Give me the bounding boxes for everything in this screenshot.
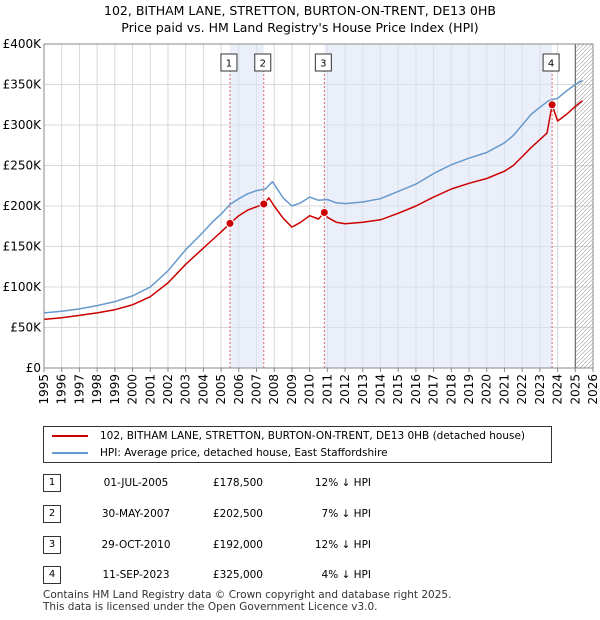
y-tick-label: £350K bbox=[3, 78, 43, 92]
x-tick-label: 2002 bbox=[161, 374, 175, 405]
transaction-row: 2 30-MAY-2007 £202,500 7% ↓ HPI bbox=[43, 505, 483, 523]
chart-title: 102, BITHAM LANE, STRETTON, BURTON-ON-TR… bbox=[104, 3, 496, 18]
x-tick-label: 1998 bbox=[90, 374, 104, 405]
x-tick-label: 2015 bbox=[391, 374, 405, 405]
transaction-date: 11-SEP-2023 bbox=[102, 569, 170, 581]
chart-title-block: 102, BITHAM LANE, STRETTON, BURTON-ON-TR… bbox=[0, 2, 600, 36]
x-tick-label: 2025 bbox=[568, 374, 582, 405]
x-tick-label: 2022 bbox=[515, 374, 529, 405]
transaction-number: 3 bbox=[43, 536, 61, 554]
x-tick-label: 2004 bbox=[196, 374, 210, 405]
x-tick-label: 2017 bbox=[427, 374, 441, 405]
future-hatch bbox=[575, 44, 593, 368]
x-tick-label: 2006 bbox=[232, 374, 246, 405]
x-tick-label: 2013 bbox=[356, 374, 370, 405]
legend: 102, BITHAM LANE, STRETTON, BURTON-ON-TR… bbox=[43, 426, 552, 463]
footer: Contains HM Land Registry data © Crown c… bbox=[43, 589, 451, 613]
x-tick-label: 2026 bbox=[586, 374, 600, 405]
x-tick-label: 2014 bbox=[373, 374, 387, 405]
x-tick-label: 2019 bbox=[462, 374, 476, 405]
x-tick-label: 2024 bbox=[551, 374, 565, 405]
x-tick-label: 1997 bbox=[72, 374, 86, 405]
price-chart: 1 2 3 4 £0 £50K £100K £150K £200K £250K £300K £350… bbox=[3, 37, 600, 405]
y-tick-label: £0 bbox=[26, 361, 41, 375]
x-tick-label: 2001 bbox=[143, 374, 157, 405]
y-tick-label: £400K bbox=[3, 37, 43, 51]
transaction-date: 29-OCT-2010 bbox=[101, 539, 171, 551]
transaction-row: 3 29-OCT-2010 £192,000 12% ↓ HPI bbox=[43, 536, 483, 554]
transaction-price: £325,000 bbox=[212, 569, 263, 581]
transaction-hpi: 7% ↓ HPI bbox=[321, 508, 371, 520]
x-tick-label: 2009 bbox=[285, 374, 299, 405]
transaction-row: 1 01-JUL-2005 £178,500 12% ↓ HPI bbox=[43, 474, 483, 492]
x-tick-label: 2018 bbox=[444, 374, 458, 405]
sale-label: 1 bbox=[226, 59, 232, 70]
transaction-price: £202,500 bbox=[212, 508, 263, 520]
transaction-number: 1 bbox=[43, 474, 61, 492]
transaction-price: £192,000 bbox=[212, 539, 263, 551]
sale-label-box bbox=[314, 53, 332, 72]
y-tick-label: £100K bbox=[3, 280, 43, 294]
x-tick-label: 2005 bbox=[214, 374, 228, 405]
legend-item-hpi: HPI: Average price, detached house, East… bbox=[52, 445, 388, 461]
sale-point bbox=[547, 100, 557, 110]
legend-label-hpi: HPI: Average price, detached house, East… bbox=[100, 447, 388, 459]
shaded-region bbox=[324, 44, 553, 368]
sale-point bbox=[225, 218, 235, 228]
x-tick-label: 2011 bbox=[320, 374, 334, 405]
footer-copyright: Contains HM Land Registry data © Crown c… bbox=[43, 589, 452, 601]
x-tick-label: 2010 bbox=[303, 374, 317, 405]
x-tick-label: 1995 bbox=[37, 374, 51, 405]
x-tick-label: 2016 bbox=[409, 374, 423, 405]
x-tick-label: 2012 bbox=[338, 374, 352, 405]
transaction-row: 4 11-SEP-2023 £325,000 4% ↓ HPI bbox=[43, 566, 483, 584]
chart-subtitle: Price paid vs. HM Land Registry's House … bbox=[121, 20, 479, 35]
y-tick-label: £150K bbox=[3, 240, 43, 254]
sale-point bbox=[259, 199, 269, 209]
hpi-line bbox=[43, 79, 583, 314]
transaction-date: 30-MAY-2007 bbox=[101, 508, 171, 520]
y-tick-label: £50K bbox=[10, 321, 42, 335]
transaction-hpi: 4% ↓ HPI bbox=[321, 569, 371, 581]
sale-label-box bbox=[254, 53, 272, 72]
x-tick-label: 1999 bbox=[108, 374, 122, 405]
sale-label-box bbox=[542, 53, 560, 72]
transaction-hpi: 12% ↓ HPI bbox=[314, 477, 371, 489]
legend-swatch-hpi bbox=[52, 452, 88, 454]
x-tick-label: 2023 bbox=[533, 374, 547, 405]
legend-item-property: 102, BITHAM LANE, STRETTON, BURTON-ON-TR… bbox=[52, 428, 525, 444]
legend-swatch-property bbox=[52, 435, 88, 437]
transaction-date: 01-JUL-2005 bbox=[103, 477, 169, 489]
sale-label-box bbox=[220, 53, 238, 72]
transaction-number: 4 bbox=[43, 566, 61, 584]
sale-label: 3 bbox=[320, 59, 326, 70]
sale-label: 2 bbox=[260, 59, 266, 70]
x-tick-label: 2003 bbox=[179, 374, 193, 405]
footer-licence: This data is licensed under the Open Gov… bbox=[43, 601, 378, 613]
legend-label-property: 102, BITHAM LANE, STRETTON, BURTON-ON-TR… bbox=[100, 430, 526, 442]
sale-point bbox=[319, 207, 329, 217]
x-tick-label: 2008 bbox=[267, 374, 281, 405]
x-tick-label: 2000 bbox=[126, 374, 140, 405]
plot-border bbox=[43, 43, 594, 369]
transaction-hpi: 12% ↓ HPI bbox=[314, 539, 371, 551]
property-price-line bbox=[43, 100, 583, 321]
transaction-number: 2 bbox=[43, 505, 61, 523]
x-tick-label: 2021 bbox=[497, 374, 511, 405]
transaction-price: £178,500 bbox=[212, 477, 263, 489]
y-tick-label: £300K bbox=[3, 118, 43, 132]
y-tick-label: £250K bbox=[3, 159, 43, 173]
x-tick-label: 1996 bbox=[55, 374, 69, 405]
x-tick-label: 2020 bbox=[480, 374, 494, 405]
y-tick-label: £200K bbox=[3, 199, 43, 213]
x-tick-label: 2007 bbox=[250, 374, 264, 405]
sale-label: 4 bbox=[548, 59, 554, 70]
